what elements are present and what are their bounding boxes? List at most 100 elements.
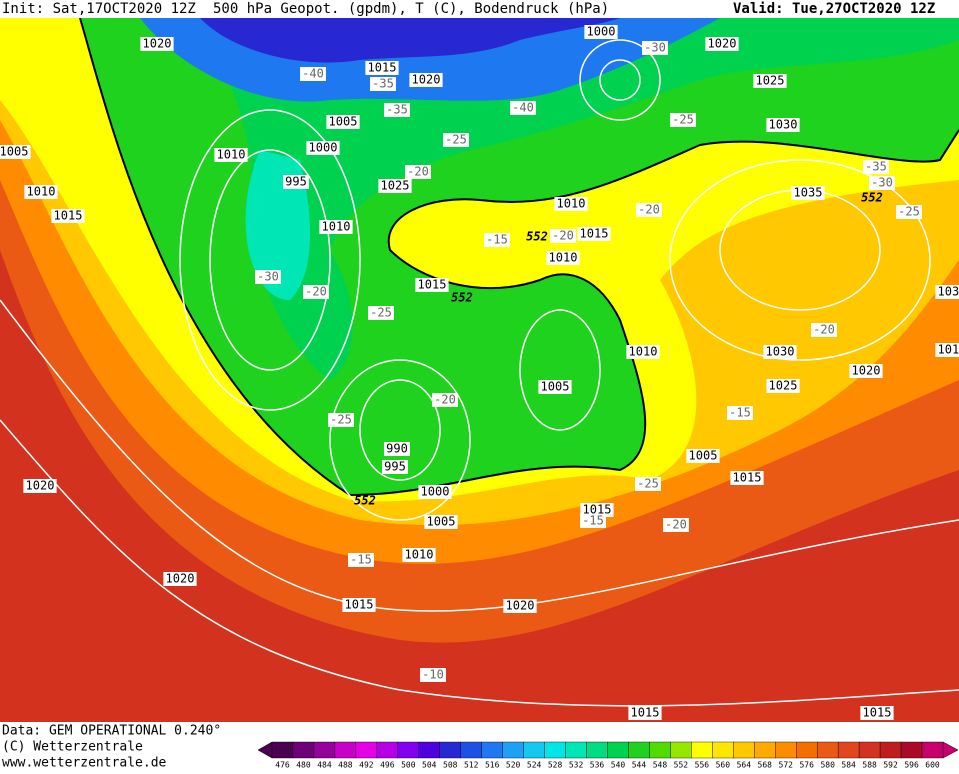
colorbar-swatch xyxy=(355,741,378,759)
colorbar-label: 592 xyxy=(883,761,898,770)
colorbar-label: 548 xyxy=(653,761,668,770)
label-box xyxy=(730,471,764,485)
label-box xyxy=(727,406,753,420)
colorbar-swatch xyxy=(439,741,461,759)
pressure-label: 1030 xyxy=(766,345,795,359)
label-box xyxy=(484,233,510,247)
colorbar-swatch xyxy=(921,741,944,759)
label-box xyxy=(283,175,309,189)
temperature-label: -20 xyxy=(638,203,660,217)
init-time: Init: Sat,17OCT2020 12Z xyxy=(2,1,196,17)
colorbar-label: 484 xyxy=(317,761,332,770)
pressure-label: 1020 xyxy=(412,73,441,87)
colorbar-swatch xyxy=(796,741,818,759)
label-box xyxy=(766,379,800,393)
label-box xyxy=(546,251,580,265)
colorbar-label: 524 xyxy=(527,761,542,770)
temperature-label: -20 xyxy=(552,229,574,243)
label-box xyxy=(402,548,436,562)
colorbar-swatch xyxy=(670,741,692,759)
label-box xyxy=(663,518,689,532)
pressure-label: 995 xyxy=(384,460,406,474)
colorbar-swatch xyxy=(313,741,336,759)
colorbar-swatch xyxy=(733,741,755,759)
label-box xyxy=(626,345,660,359)
pressure-label: 1005 xyxy=(427,515,456,529)
valid-time: Valid: Tue,27OCT2020 12Z xyxy=(733,1,935,17)
label-box xyxy=(348,553,374,567)
temperature-label: -20 xyxy=(813,323,835,337)
temperature-label: -40 xyxy=(302,67,324,81)
colorbar-swatch xyxy=(397,741,419,759)
temperature-label: -20 xyxy=(665,518,687,532)
label-box xyxy=(869,176,895,190)
label-box xyxy=(382,460,408,474)
colorbar-swatch xyxy=(628,741,650,759)
colorbar-label: 568 xyxy=(758,761,773,770)
colorbar-swatch xyxy=(858,741,881,759)
label-box xyxy=(378,179,412,193)
pressure-label: 1010 xyxy=(629,345,658,359)
label-box xyxy=(384,442,410,456)
label-box xyxy=(306,141,340,155)
pressure-label: 1010 xyxy=(557,197,586,211)
temperature-label: -10 xyxy=(422,668,444,682)
label-box xyxy=(140,37,174,51)
pressure-label: 1005 xyxy=(0,145,28,159)
colorbar-label: 544 xyxy=(632,761,647,770)
colorbar-label: 480 xyxy=(296,761,311,770)
label-box xyxy=(670,113,696,127)
colorbar-swatch xyxy=(649,741,671,759)
temperature-label: -20 xyxy=(407,165,429,179)
pressure-label: 1015 xyxy=(368,61,397,75)
label-box xyxy=(635,477,661,491)
pressure-label: 1010 xyxy=(27,185,56,199)
temperature-label: -15 xyxy=(729,406,751,420)
label-box xyxy=(554,197,588,211)
label-box xyxy=(384,103,410,117)
label-box xyxy=(628,706,662,720)
colorbar-swatch xyxy=(271,741,294,759)
pressure-label: 1020 xyxy=(708,37,737,51)
label-box xyxy=(538,380,572,394)
colorbar-label: 540 xyxy=(611,761,626,770)
header-bg xyxy=(0,0,959,18)
colorbar-label: 584 xyxy=(841,761,856,770)
temperature-label: -15 xyxy=(582,514,604,528)
pressure-label: 1010 xyxy=(549,251,578,265)
temperature-label: -25 xyxy=(370,306,392,320)
label-box xyxy=(368,306,394,320)
colorbar-swatch xyxy=(292,741,315,759)
contour-552 xyxy=(79,18,959,497)
colorbar-label: 564 xyxy=(737,761,752,770)
colorbar-label: 508 xyxy=(443,761,458,770)
label-box xyxy=(580,514,606,528)
colorbar-label: 504 xyxy=(422,761,437,770)
label-box xyxy=(24,185,58,199)
label-box xyxy=(415,278,449,292)
label-box xyxy=(303,285,329,299)
pressure-label: 1025 xyxy=(756,74,785,88)
label-box xyxy=(365,61,399,75)
temperature-label: -15 xyxy=(350,553,372,567)
label-box xyxy=(791,186,825,200)
temperature-label: -25 xyxy=(445,133,467,147)
colorbar-label: 500 xyxy=(401,761,416,770)
colorbar-swatch xyxy=(544,741,566,759)
label-box xyxy=(686,449,720,463)
colorbar-end xyxy=(942,741,959,759)
map-field xyxy=(0,18,959,722)
pressure-label: 1020 xyxy=(506,599,535,613)
colorbar-swatch xyxy=(900,741,923,759)
pressure-label: 1030 xyxy=(938,285,959,299)
geopotential-label: 552 xyxy=(451,291,473,305)
label-box xyxy=(584,25,618,39)
colorbar-label: 572 xyxy=(779,761,794,770)
colorbar-label: 476 xyxy=(275,761,290,770)
pressure-label: 1000 xyxy=(309,141,338,155)
colorbar-swatch xyxy=(376,741,399,759)
colorbar-label: 560 xyxy=(716,761,731,770)
label-box xyxy=(51,209,85,223)
pressure-label: 1000 xyxy=(587,25,616,39)
